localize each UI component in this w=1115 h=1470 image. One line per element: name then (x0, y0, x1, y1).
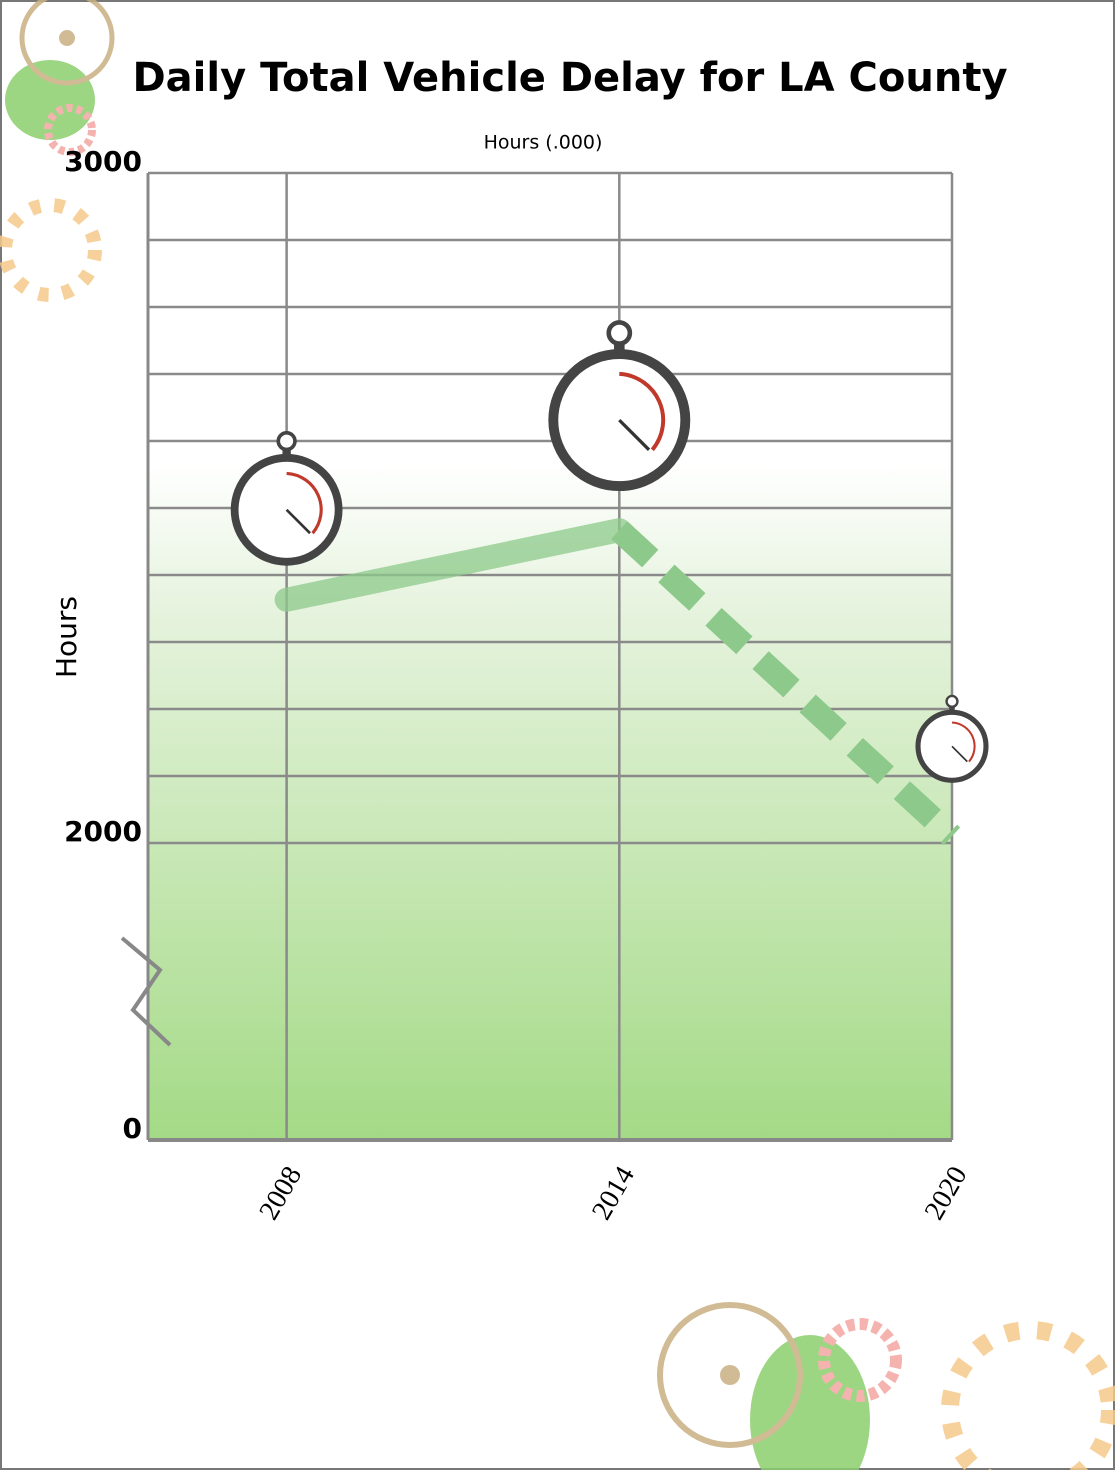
y-axis-label: Hours (50, 596, 83, 678)
line-segment (274, 518, 632, 612)
stopwatch-crown (945, 694, 959, 709)
stopwatch-crown (276, 431, 297, 452)
stopwatch-hand (618, 418, 651, 451)
subtitle: Hours (.000) (484, 132, 603, 154)
stopwatch-icon (548, 320, 691, 492)
stopwatch-hand (285, 508, 311, 535)
plot-area (148, 173, 952, 1140)
stopwatch-icon (230, 431, 343, 566)
stopwatch-stem (949, 704, 955, 714)
line-segment (611, 521, 961, 846)
y-tick-label: 2000 (64, 815, 142, 848)
stopwatch-stem (282, 446, 291, 460)
chart-title: Daily Total Vehicle Delay for LA County (132, 55, 1007, 101)
y-tick-label: 3000 (64, 145, 142, 178)
stopwatch-arc (951, 721, 976, 763)
stopwatch-crown (606, 320, 633, 346)
stopwatch-arc (286, 471, 323, 535)
stopwatch-arc (619, 371, 666, 452)
stopwatch-icon (915, 694, 989, 783)
stopwatch-hand (951, 745, 968, 763)
y-tick-label: 0 (123, 1112, 142, 1145)
stopwatch-stem (614, 339, 625, 357)
decoration-bottom-right (657, 1302, 1115, 1470)
decoration-top-left (0, 0, 115, 302)
